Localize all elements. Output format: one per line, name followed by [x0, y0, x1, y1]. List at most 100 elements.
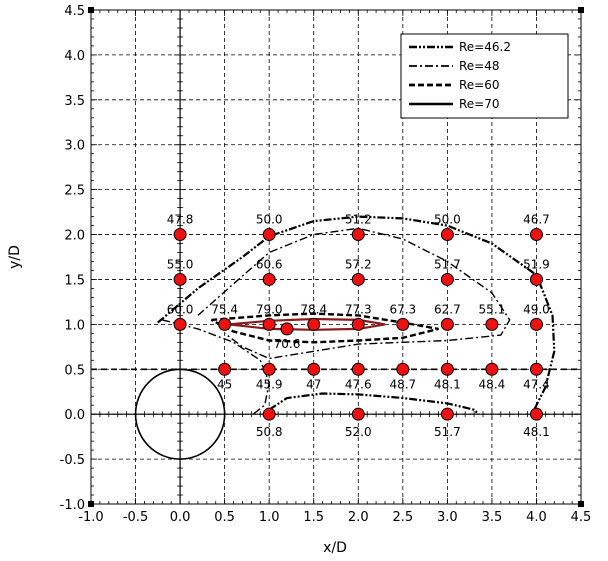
measurement-point — [529, 362, 543, 376]
y-tick-label: 1.0 — [64, 318, 85, 333]
point-value-label: 55.0 — [167, 257, 194, 271]
point-value-label: 67.3 — [389, 302, 416, 316]
legend-label: Re=48 — [459, 59, 500, 73]
y-tick-label: 3.5 — [64, 94, 85, 109]
point-value-label: 57.2 — [345, 257, 372, 271]
measurement-point — [351, 272, 365, 286]
measurement-point — [351, 362, 365, 376]
x-tick-label: 4.0 — [526, 510, 547, 525]
measurement-point — [529, 228, 543, 242]
point-value-label: 47.8 — [167, 213, 194, 227]
y-tick-label: 3.0 — [64, 139, 85, 154]
point-value-label: 79.0 — [256, 302, 283, 316]
series-line-re-60 — [210, 312, 439, 344]
measurement-point — [396, 362, 410, 376]
point-value-label: 51.7 — [434, 257, 461, 271]
series-lines — [157, 215, 556, 415]
point-value-label: 78.4 — [300, 302, 327, 316]
y-tick-label: 0.5 — [64, 363, 85, 378]
y-tick-label: -0.5 — [60, 453, 85, 468]
measurement-point — [262, 317, 276, 331]
point-value-label: 60.0 — [167, 302, 194, 316]
x-tick-label: -1.0 — [78, 510, 103, 525]
series-line-re-48 — [197, 227, 511, 360]
measurement-point — [262, 228, 276, 242]
measurement-point — [262, 272, 276, 286]
measurement-point — [218, 362, 232, 376]
point-value-label: 48.1 — [523, 425, 550, 439]
point-value-label: 45.9 — [256, 377, 283, 391]
measurement-point — [218, 317, 232, 331]
point-value-label: 46.7 — [523, 213, 550, 227]
y-tick-label: -1.0 — [60, 498, 85, 513]
x-tick-label: 0.0 — [170, 510, 191, 525]
y-tick-label: 2.0 — [64, 229, 85, 244]
measurement-point — [440, 362, 454, 376]
point-value-label: 51.7 — [434, 425, 461, 439]
point-value-label: 49.0 — [523, 302, 550, 316]
measurement-point — [440, 228, 454, 242]
point-value-label: 48.7 — [389, 377, 416, 391]
point-value-label: 47.4 — [523, 377, 550, 391]
cylinder-circle — [134, 368, 226, 460]
measurement-point — [351, 407, 365, 421]
point-value-label: 55.1 — [479, 302, 506, 316]
point-value-label: 47 — [306, 377, 321, 391]
point-value-label: 50.0 — [256, 213, 283, 227]
y-axis-title: y/D — [7, 245, 23, 269]
measurement-point — [529, 272, 543, 286]
measurement-point — [262, 407, 276, 421]
measurement-point — [307, 362, 321, 376]
measurement-point — [173, 272, 187, 286]
measurement-point — [262, 362, 276, 376]
point-value-label: 45 — [217, 377, 232, 391]
y-tick-label: 1.5 — [64, 273, 85, 288]
point-value-label: 52.0 — [345, 425, 372, 439]
measurement-point — [485, 317, 499, 331]
series-line-unlabeled-4 — [268, 392, 480, 415]
legend-label: Re=70 — [459, 97, 500, 111]
legend: Re=46.2 Re=48 Re=60 Re=70 — [400, 33, 569, 119]
measurement-point — [351, 317, 365, 331]
measurement-point — [173, 317, 187, 331]
point-value-label: 51.9 — [523, 257, 550, 271]
x-tick-label: 4.5 — [571, 510, 592, 525]
measurement-point — [173, 228, 187, 242]
measurement-point — [440, 272, 454, 286]
x-tick-label: -0.5 — [123, 510, 148, 525]
measurement-points: 47.8 50.0 51.2 50.0 46.7 55.0 60.6 57.2 51.7 51.9… — [167, 213, 550, 440]
x-tick-label: 3.0 — [437, 510, 458, 525]
y-tick-label: 4.0 — [64, 49, 85, 64]
measurement-point — [440, 407, 454, 421]
point-value-label: 50.0 — [434, 213, 461, 227]
measurement-point — [485, 362, 499, 376]
point-value-label: 70.6 — [274, 337, 301, 351]
legend-label: Re=60 — [459, 78, 500, 92]
measurement-point — [529, 317, 543, 331]
point-value-label: 62.7 — [434, 302, 461, 316]
y-tick-label: 4.5 — [64, 4, 85, 19]
x-tick-label: 1.0 — [259, 510, 280, 525]
point-value-label: 48.1 — [434, 377, 461, 391]
measurement-point — [529, 407, 543, 421]
measurement-point — [280, 322, 294, 336]
legend-label: Re=46.2 — [459, 40, 511, 54]
series-line-unlabeled-5 — [162, 319, 270, 415]
x-tick-label: 1.5 — [303, 510, 324, 525]
x-tick-label: 2.5 — [392, 510, 413, 525]
plot-frame — [90, 9, 582, 505]
point-value-label: 77.3 — [345, 302, 372, 316]
axes: -1.0 -0.5 0.0 0.5 1.0 1.5 2.0 2.5 3.0 3.5 4.0 4.5 -1… — [60, 4, 592, 525]
point-value-label: 75.4 — [211, 302, 238, 316]
point-value-label: 60.6 — [256, 257, 283, 271]
x-tick-label: 2.0 — [348, 510, 369, 525]
x-tick-label: 3.5 — [482, 510, 503, 525]
y-tick-label: 2.5 — [64, 184, 85, 199]
x-axis-title: x/D — [323, 540, 347, 556]
point-value-label: 47.6 — [345, 377, 372, 391]
series-line-re-46-2 — [157, 215, 556, 415]
x-tick-label: 0.5 — [214, 510, 235, 525]
y-tick-label: 0.0 — [64, 408, 85, 423]
point-value-label: 51.2 — [345, 213, 372, 227]
